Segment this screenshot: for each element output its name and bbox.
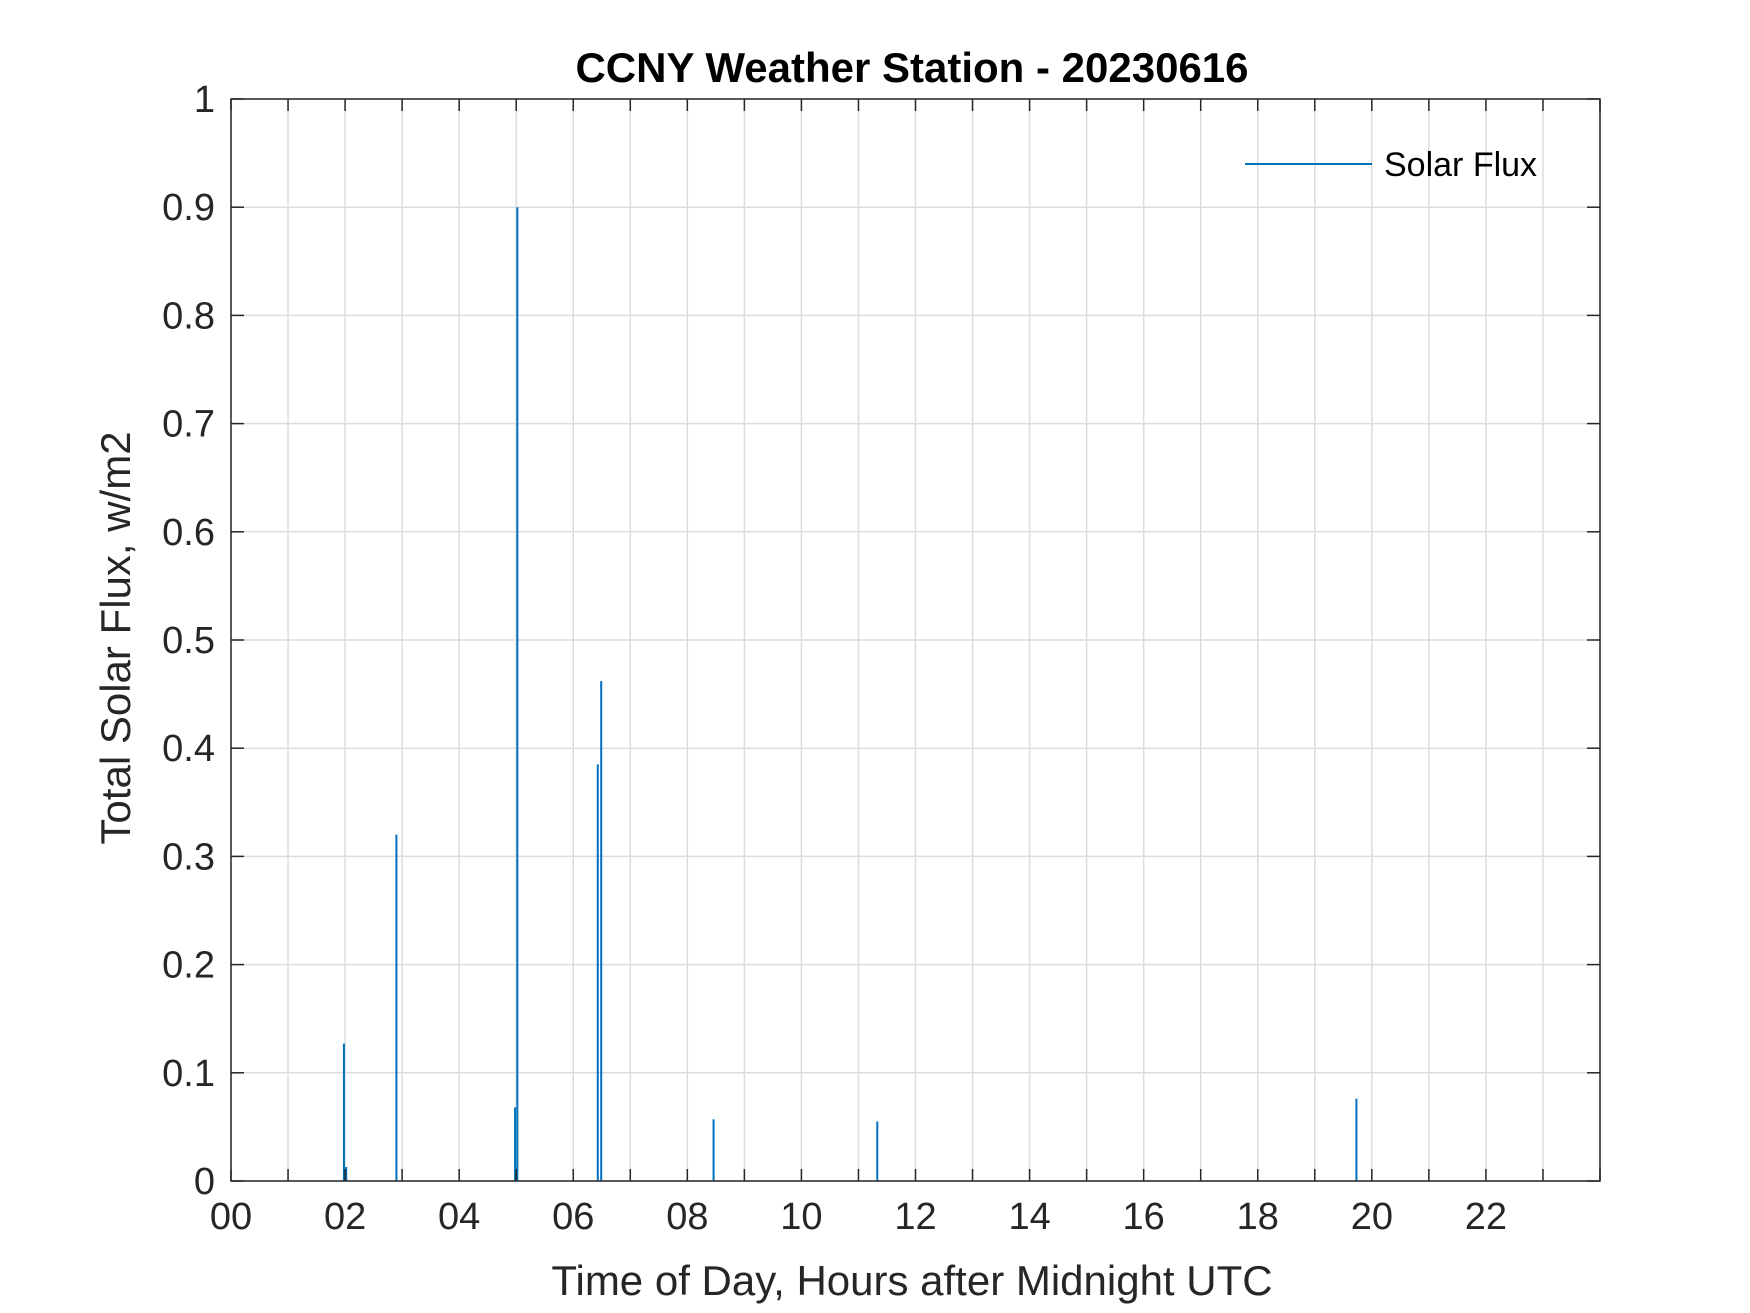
x-tick-label: 22 (1465, 1196, 1507, 1238)
x-tick-label: 00 (210, 1196, 252, 1238)
y-tick-label: 1 (194, 79, 215, 121)
x-tick-labels: 00 02 04 06 08 10 12 14 16 18 20 22 (210, 1196, 1507, 1238)
data-series-solar-flux (342, 207, 1358, 1181)
y-tick-label: 0.2 (162, 945, 215, 987)
y-tick-labels: 0 0.1 0.2 0.3 0.4 0.5 0.6 0.7 0.8 0.9 1 (162, 79, 215, 1203)
legend-label-solar-flux: Solar Flux (1384, 146, 1537, 184)
x-tick-label: 04 (438, 1196, 480, 1238)
x-tick-label: 20 (1351, 1196, 1393, 1238)
y-tick-label: 0.7 (162, 404, 215, 446)
tick-marks (230, 98, 1601, 1182)
x-tick-label: 10 (780, 1196, 822, 1238)
x-tick-label: 16 (1123, 1196, 1165, 1238)
y-tick-label: 0.3 (162, 836, 215, 878)
y-tick-label: 0.6 (162, 512, 215, 554)
y-tick-label: 0.5 (162, 620, 215, 662)
legend: Solar Flux (1245, 146, 1537, 184)
x-tick-label: 18 (1237, 1196, 1279, 1238)
y-tick-label: 0.1 (162, 1053, 215, 1095)
x-tick-label: 14 (1008, 1196, 1050, 1238)
y-tick-label: 0.4 (162, 728, 215, 770)
y-axis-label: Total Solar Flux, w/m2 (92, 431, 139, 844)
x-tick-label: 08 (666, 1196, 708, 1238)
x-tick-label: 12 (894, 1196, 936, 1238)
y-tick-label: 0.9 (162, 187, 215, 229)
x-tick-label: 06 (552, 1196, 594, 1238)
y-tick-label: 0 (194, 1161, 215, 1203)
y-tick-label: 0.8 (162, 295, 215, 337)
x-axis-label: Time of Day, Hours after Midnight UTC (551, 1257, 1272, 1304)
x-tick-label: 02 (324, 1196, 366, 1238)
chart-title: CCNY Weather Station - 20230616 (575, 44, 1248, 91)
